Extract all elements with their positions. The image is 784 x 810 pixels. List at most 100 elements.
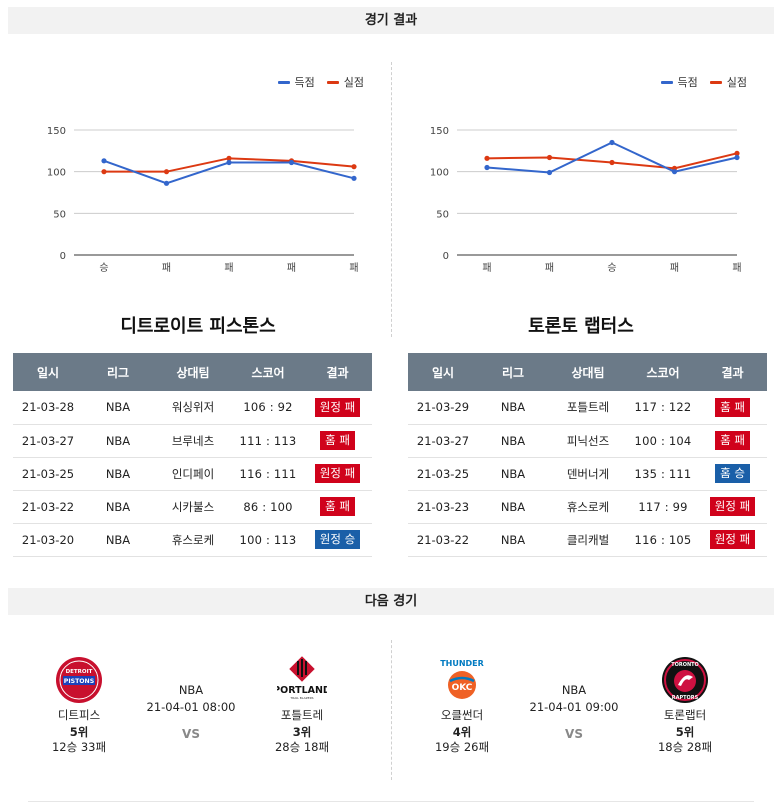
next-match-1: DETROIT PISTONS 디트피스 5위 12승 33패 NBA 21-0… [12,655,384,765]
raptors-logo-icon: TORONTO RAPTORS [662,657,708,703]
x-tick-label: 패 [670,262,679,274]
data-point-allowed [101,169,107,175]
cell-date: 21-03-25 [13,457,83,491]
cell-league: NBA [478,391,548,425]
match-datetime: 21-04-01 08:00 [146,700,236,714]
cell-opponent: 덴버너게 [548,457,628,491]
col-score: 스코어 [628,353,698,391]
next-divider [391,640,392,780]
cell-date: 21-03-27 [408,424,478,458]
x-tick-label: 패 [545,262,554,274]
data-point-allowed [546,154,553,161]
thunder-logo-icon: THUNDER OKC [440,659,484,699]
match-away-team[interactable]: PORTLAND TRAIL BLAZERS 포틀트레 3위 28승 18패 [257,655,347,755]
table-row: 21-03-28 NBA 워싱위저 106 : 92 원정 패 [13,391,372,425]
cell-league: NBA [478,490,548,524]
data-point-scored [734,154,740,161]
next-section-title: 다음 경기 [8,588,774,615]
cell-score: 100 : 104 [628,424,698,458]
blazers-logo-icon: PORTLAND TRAIL BLAZERS [277,656,327,700]
match-datetime: 21-04-01 09:00 [529,700,619,714]
table-row: 21-03-20 NBA 휴스로케 100 : 113 원정 승 [13,523,372,557]
data-point-scored [671,169,678,175]
cell-score: 117 : 99 [628,490,698,524]
data-point-allowed [226,155,232,161]
data-point-allowed [351,164,357,170]
chart-legend: 득점 실점 [277,74,364,90]
match-away-team[interactable]: TORONTO RAPTORS 토론랩터 5위 18승 28패 [640,655,730,755]
cell-date: 21-03-25 [408,457,478,491]
team-title-toronto: 토론토 랩터스 [528,316,634,337]
data-point-scored [288,159,295,166]
cell-score: 86 : 100 [233,490,303,524]
table-row: 21-03-27 NBA 피닉선즈 100 : 104 홈 패 [408,424,767,458]
col-date: 일시 [13,353,83,391]
next-match-2: THUNDER OKC 오클썬더 4위 19승 26패 NBA 21-04-01… [395,655,767,765]
chart-toronto: 득점 실점 0 50 100 150 패 패 승 패 패 [397,60,757,285]
cell-league: NBA [83,424,153,458]
cell-league: NBA [83,457,153,491]
chart-svg: 0 50 100 150 승 패 패 패 패 [47,126,359,274]
team-record: 19승 26패 [434,740,490,754]
cell-date: 21-03-27 [13,424,83,458]
chart-detroit: 득점 실점 0 50 100 150 승 패 패 패 패 [14,60,374,285]
cell-score: 106 : 92 [233,391,303,425]
y-tick-label: 100 [47,168,66,179]
cell-league: NBA [83,523,153,557]
col-league: 리그 [478,353,548,391]
cell-result: 원정 패 [698,523,767,557]
team-rank: 5위 [69,725,89,739]
data-point-allowed [484,155,490,161]
cell-league: NBA [478,523,548,557]
col-opponent: 상대팀 [548,353,628,391]
col-date: 일시 [408,353,478,391]
col-league: 리그 [83,353,153,391]
cell-result: 원정 패 [303,457,372,491]
cell-score: 111 : 113 [233,424,303,458]
match-info: NBA 21-04-01 08:00 VS [131,683,251,741]
data-point-scored [546,169,553,176]
results-divider [391,62,392,337]
result-badge: 원정 패 [314,397,361,417]
match-home-team[interactable]: DETROIT PISTONS 디트피스 5위 12승 33패 [34,655,124,755]
results-section-title: 경기 결과 [8,7,774,34]
svg-text:TORONTO: TORONTO [671,662,699,668]
cell-league: NBA [478,424,548,458]
cell-opponent: 포틀트레 [548,391,628,425]
team-record: 18승 28패 [657,740,713,754]
cell-score: 116 : 105 [628,523,698,557]
table-row: 21-03-22 NBA 시카불스 86 : 100 홈 패 [13,490,372,524]
cell-result: 원정 패 [698,490,767,524]
cell-result: 원정 승 [303,523,372,557]
team-rank: 5위 [675,725,695,739]
svg-text:DETROIT: DETROIT [66,669,93,675]
cell-result: 홈 패 [698,424,767,458]
cell-result: 원정 패 [303,391,372,425]
cell-result: 홈 패 [303,490,372,524]
cell-league: NBA [83,391,153,425]
legend-scored: 득점 [660,74,698,90]
match-home-team[interactable]: THUNDER OKC 오클썬더 4위 19승 26패 [417,655,507,755]
result-badge: 원정 승 [314,530,361,549]
data-point-scored [163,180,170,186]
data-point-scored [226,159,232,166]
cell-opponent: 휴스로케 [548,490,628,524]
cell-date: 21-03-20 [13,523,83,557]
team-name: 토론랩터 [663,708,707,722]
match-league: NBA [178,683,204,697]
svg-text:TRAIL BLAZERS: TRAIL BLAZERS [289,696,313,700]
cell-opponent: 휴스로케 [153,523,233,557]
result-badge: 원정 패 [314,464,361,483]
svg-text:PISTONS: PISTONS [64,678,94,685]
col-result: 결과 [303,353,372,391]
legend-scored: 득점 [277,74,315,90]
games-table-toronto: 일시 리그 상대팀 스코어 결과 21-03-29 NBA 포틀트레 117 : 12… [408,353,767,557]
x-tick-label: 승 [607,262,616,274]
team-rank: 4위 [452,725,472,739]
match-info: NBA 21-04-01 09:00 VS [514,683,634,741]
svg-text:PORTLAND: PORTLAND [277,685,327,696]
svg-text:RAPTORS: RAPTORS [672,695,699,701]
result-badge: 홈 패 [715,431,750,450]
y-tick-label: 50 [53,209,66,220]
table-row: 21-03-27 NBA 브루네츠 111 : 113 홈 패 [13,424,372,458]
